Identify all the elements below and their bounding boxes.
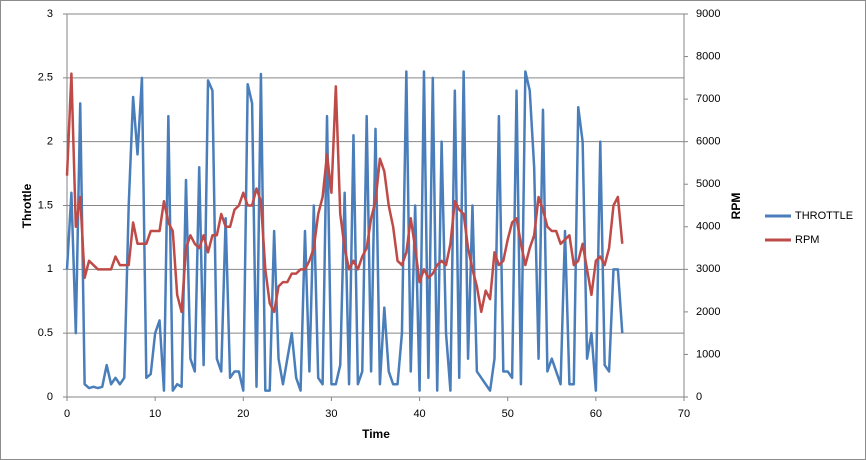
data-line [65, 72, 624, 314]
y-tick-label: 2.5 [38, 72, 53, 84]
x-tick-label: 70 [678, 408, 690, 420]
y2-tick-label: 7000 [696, 93, 720, 105]
x-tick-label: 20 [237, 408, 249, 420]
x-tick-label: 0 [64, 408, 70, 420]
y-tick-label: 2 [47, 136, 53, 148]
y2-tick-label: 1000 [696, 348, 720, 360]
legend-label: THROTTLE [795, 210, 853, 222]
y2-tick-label: 9000 [696, 8, 720, 20]
x-tick-label: 10 [149, 408, 161, 420]
y2-tick-label: 4000 [696, 221, 720, 233]
x-tick-label: 60 [590, 408, 602, 420]
x-tick-label: 30 [325, 408, 337, 420]
y2-tick-label: 2000 [696, 306, 720, 318]
y2-tick-label: 3000 [696, 263, 720, 275]
x-tick-label: 50 [502, 408, 514, 420]
y-tick-label: 0 [47, 391, 53, 403]
x-axis-title: Time [362, 427, 390, 441]
y2-tick-label: 0 [696, 391, 702, 403]
y2-tick-label: 6000 [696, 136, 720, 148]
y-tick-label: 1.5 [38, 199, 53, 211]
y-tick-label: 3 [47, 8, 53, 20]
y-axis-title: Throttle [20, 183, 34, 228]
legend-label: RPM [795, 234, 819, 246]
y-tick-label: 1 [47, 263, 53, 275]
y2-axis-title: RPM [729, 193, 743, 220]
y-tick-label: 0.5 [38, 327, 53, 339]
y2-tick-label: 8000 [696, 50, 720, 62]
x-tick-label: 40 [413, 408, 425, 420]
y2-tick-label: 5000 [696, 178, 720, 190]
data-line [65, 70, 624, 392]
